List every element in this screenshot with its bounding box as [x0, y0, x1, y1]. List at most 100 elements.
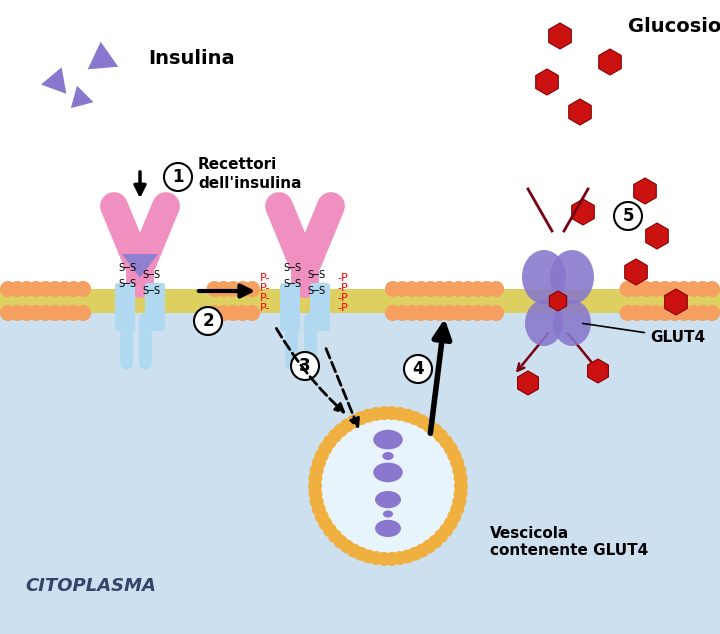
Polygon shape: [588, 359, 608, 383]
Circle shape: [377, 552, 391, 566]
Circle shape: [235, 281, 251, 297]
Circle shape: [310, 495, 324, 508]
Circle shape: [434, 429, 448, 443]
Circle shape: [488, 305, 504, 321]
Ellipse shape: [375, 520, 401, 537]
Circle shape: [629, 281, 645, 297]
Circle shape: [400, 549, 415, 564]
Polygon shape: [625, 259, 647, 285]
Circle shape: [235, 305, 251, 321]
Circle shape: [676, 281, 692, 297]
Ellipse shape: [382, 452, 394, 460]
Circle shape: [369, 551, 383, 565]
Circle shape: [469, 281, 485, 297]
Circle shape: [66, 281, 81, 297]
Circle shape: [369, 407, 383, 421]
Circle shape: [66, 305, 81, 321]
Circle shape: [0, 281, 16, 297]
Circle shape: [469, 305, 485, 321]
Circle shape: [334, 534, 348, 548]
Polygon shape: [665, 289, 688, 315]
Circle shape: [207, 305, 222, 321]
Text: -P: -P: [337, 293, 348, 303]
Text: 5: 5: [622, 207, 634, 225]
Text: P-: P-: [260, 303, 271, 313]
Circle shape: [347, 543, 361, 557]
Circle shape: [704, 305, 720, 321]
Circle shape: [9, 305, 25, 321]
Circle shape: [619, 281, 636, 297]
Circle shape: [56, 305, 72, 321]
Circle shape: [685, 281, 701, 297]
Circle shape: [657, 281, 673, 297]
FancyBboxPatch shape: [310, 283, 330, 331]
Circle shape: [415, 415, 429, 429]
Circle shape: [447, 510, 462, 524]
Text: S─S: S─S: [307, 270, 325, 280]
Circle shape: [639, 281, 654, 297]
Ellipse shape: [383, 510, 393, 517]
Circle shape: [451, 281, 467, 297]
Text: S─S: S─S: [142, 286, 160, 296]
Circle shape: [479, 281, 495, 297]
Circle shape: [428, 534, 442, 548]
Bar: [0, 289, 720, 313]
Text: P-: P-: [260, 273, 271, 283]
Circle shape: [361, 549, 375, 564]
Text: -P: -P: [337, 303, 348, 313]
Circle shape: [614, 202, 642, 230]
Bar: [0, 297, 720, 634]
Text: CITOPLASMA: CITOPLASMA: [25, 577, 156, 595]
Text: S─S: S─S: [118, 279, 136, 289]
Circle shape: [415, 543, 429, 557]
Circle shape: [308, 471, 323, 485]
Ellipse shape: [375, 491, 401, 508]
Polygon shape: [549, 291, 567, 311]
Circle shape: [361, 409, 375, 423]
Circle shape: [423, 305, 438, 321]
Circle shape: [413, 305, 429, 321]
Ellipse shape: [525, 300, 563, 346]
Polygon shape: [536, 69, 558, 95]
Polygon shape: [599, 49, 621, 75]
Circle shape: [422, 418, 436, 432]
Text: S─S: S─S: [307, 286, 325, 296]
Circle shape: [413, 281, 429, 297]
Circle shape: [434, 529, 448, 543]
Circle shape: [441, 305, 457, 321]
Polygon shape: [122, 254, 158, 278]
FancyBboxPatch shape: [115, 283, 135, 331]
Circle shape: [667, 305, 683, 321]
Circle shape: [164, 163, 192, 191]
Circle shape: [404, 355, 432, 383]
Circle shape: [454, 487, 467, 501]
Text: 4: 4: [412, 360, 424, 378]
Polygon shape: [634, 178, 656, 204]
Circle shape: [56, 281, 72, 297]
Circle shape: [312, 456, 326, 470]
Circle shape: [315, 448, 329, 462]
Text: -P: -P: [337, 283, 348, 293]
Circle shape: [451, 305, 467, 321]
Circle shape: [37, 281, 53, 297]
Circle shape: [37, 305, 53, 321]
Circle shape: [450, 502, 464, 516]
Circle shape: [439, 523, 453, 537]
Circle shape: [404, 305, 420, 321]
Circle shape: [408, 411, 422, 425]
Ellipse shape: [522, 250, 566, 304]
Circle shape: [328, 529, 342, 543]
Circle shape: [244, 281, 260, 297]
Circle shape: [454, 479, 468, 493]
Circle shape: [404, 281, 420, 297]
Circle shape: [308, 479, 322, 493]
Circle shape: [422, 540, 436, 553]
Circle shape: [308, 487, 323, 501]
Circle shape: [619, 305, 636, 321]
Polygon shape: [572, 199, 594, 225]
Circle shape: [432, 305, 448, 321]
Polygon shape: [549, 23, 571, 49]
Circle shape: [334, 424, 348, 437]
Circle shape: [648, 305, 664, 321]
Circle shape: [460, 305, 476, 321]
